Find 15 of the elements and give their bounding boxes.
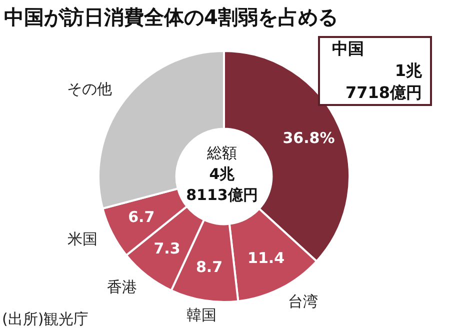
slice-label: 中国	[331, 38, 365, 60]
text: 1兆 7718億円	[345, 61, 422, 102]
data-label: 11.4	[248, 248, 285, 267]
slice-label: 香港	[106, 278, 137, 296]
slice-label: 台湾	[288, 292, 318, 310]
text: (出所)観光庁	[2, 310, 89, 329]
slice-label: 韓国	[186, 306, 216, 324]
text: 総額 4兆 8113億円	[185, 143, 259, 206]
data-label: 36.8%	[282, 129, 335, 148]
data-label: 7.3	[154, 239, 180, 258]
data-label: 8.7	[196, 258, 223, 276]
slice-label: 米国	[68, 230, 98, 248]
slice-label: その他	[66, 80, 112, 98]
chart-title: 中国が訪日消費全体の4割弱を占める	[4, 4, 338, 31]
data-label: 6.7	[128, 208, 155, 226]
